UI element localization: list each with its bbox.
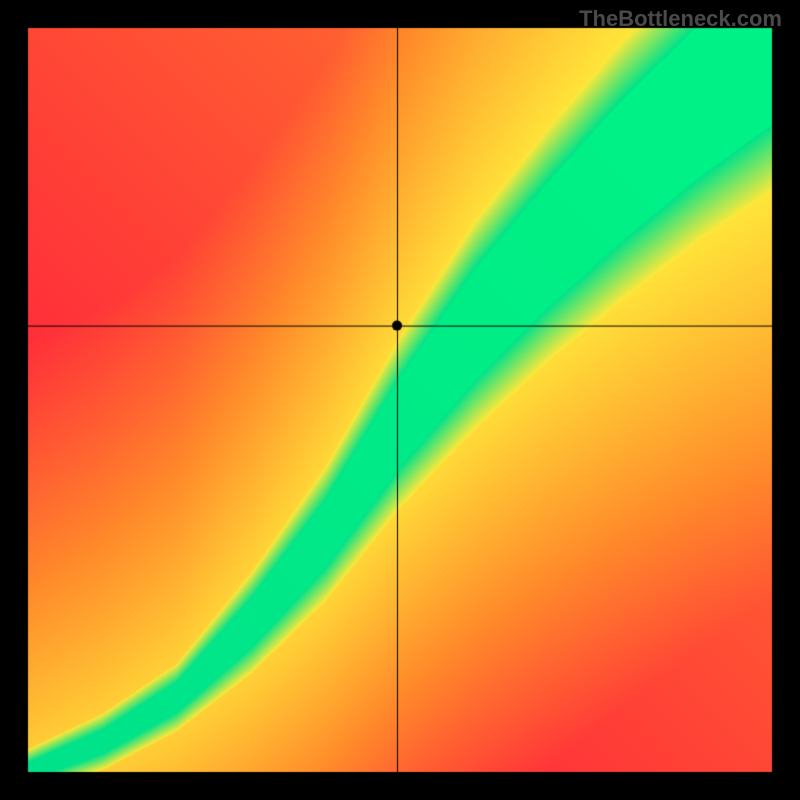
chart-container: TheBottleneck.com xyxy=(0,0,800,800)
watermark-text: TheBottleneck.com xyxy=(579,6,782,32)
bottleneck-heatmap xyxy=(0,0,800,800)
